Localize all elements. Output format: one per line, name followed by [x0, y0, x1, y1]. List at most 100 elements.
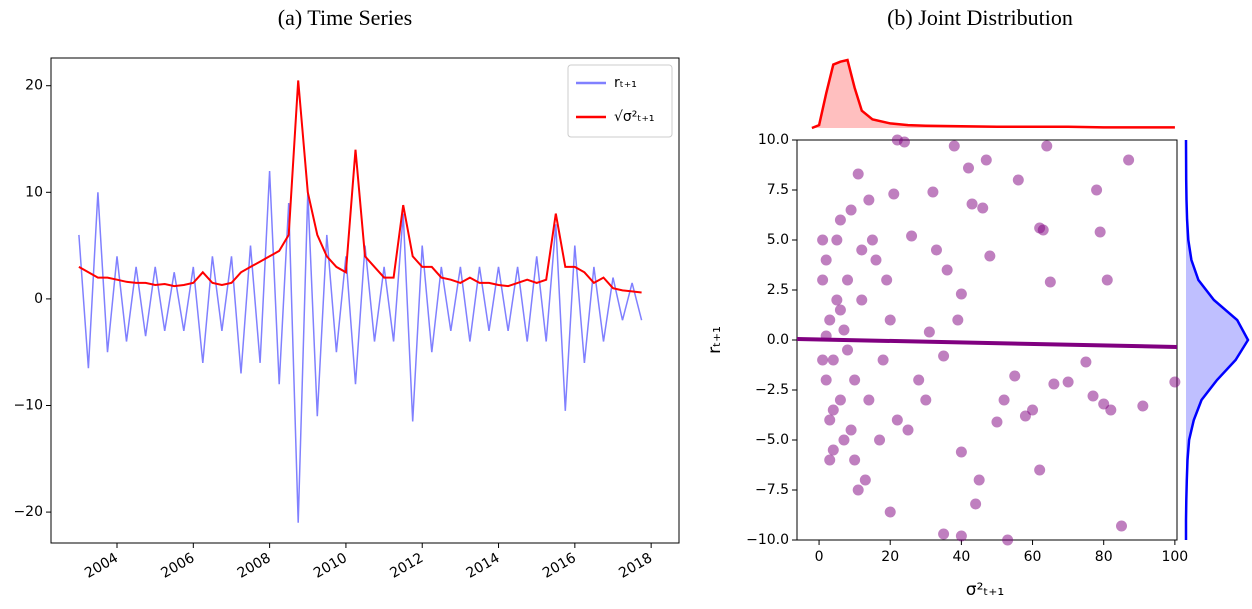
- x-tick-label: 2016: [540, 550, 579, 582]
- scatter-point: [834, 304, 846, 316]
- scatter-point: [1034, 464, 1046, 476]
- scatter-point: [842, 344, 854, 356]
- right-density: [1184, 139, 1250, 540]
- panel-title: (a) Time Series: [278, 5, 412, 30]
- scatter-point: [845, 204, 857, 216]
- y-tick-label: 10.0: [758, 132, 789, 148]
- scatter-point: [891, 414, 903, 426]
- scatter-point: [856, 294, 868, 306]
- scatter-point: [923, 326, 935, 338]
- legend-label: √σ²ₜ₊₁: [614, 109, 655, 125]
- scatter-point: [870, 254, 882, 266]
- plot-frame: [50, 57, 680, 544]
- trend-line: [796, 337, 1178, 349]
- legend-label: rₜ₊₁: [614, 75, 637, 91]
- series-line: [78, 80, 642, 294]
- scatter-point: [831, 294, 843, 306]
- scatter-point: [1048, 378, 1060, 390]
- scatter-point: [1169, 376, 1181, 388]
- scatter-point: [884, 506, 896, 518]
- scatter-point: [831, 234, 843, 246]
- scatter-point: [859, 474, 871, 486]
- scatter-point: [977, 202, 989, 214]
- scatter-point: [1137, 400, 1149, 412]
- scatter-point: [902, 424, 914, 436]
- scatter-point: [824, 314, 836, 326]
- scatter-point: [877, 354, 889, 366]
- scatter-point: [930, 244, 942, 256]
- x-tick-label: 2018: [616, 550, 655, 582]
- y-tick-label: 2.5: [767, 282, 789, 298]
- scatter-point: [920, 394, 932, 406]
- x-tick-label: 2010: [311, 550, 350, 582]
- scatter-point: [955, 288, 967, 300]
- scatter-point: [941, 264, 953, 276]
- scatter-point: [980, 154, 992, 166]
- y-tick-label: 7.5: [767, 182, 789, 198]
- scatter-point: [984, 250, 996, 262]
- y-tick-label: −2.5: [755, 382, 789, 398]
- scatter-point: [1009, 370, 1021, 382]
- scatter-point: [998, 394, 1010, 406]
- scatter-point: [834, 214, 846, 226]
- scatter-point: [1087, 390, 1099, 402]
- scatter-point: [955, 446, 967, 458]
- x-axis-label: σ²ₜ₊₁: [966, 580, 1004, 600]
- scatter-point: [1012, 174, 1024, 186]
- scatter-point: [845, 424, 857, 436]
- y-tick-label: 0.0: [767, 332, 789, 348]
- scatter-point: [1062, 376, 1074, 388]
- x-tick-label: 40: [952, 549, 970, 565]
- scatter-point: [852, 168, 864, 180]
- scatter-point: [866, 234, 878, 246]
- scatter-point: [888, 188, 900, 200]
- y-tick-label: −10.0: [746, 532, 789, 548]
- right-density-fill: [1186, 140, 1248, 540]
- x-tick-label: 2006: [158, 550, 197, 582]
- scatter-point: [1041, 140, 1053, 152]
- scatter-point: [948, 140, 960, 152]
- y-tick-label: 10: [25, 184, 43, 200]
- x-tick-label: 60: [1024, 549, 1042, 565]
- scatter-point: [938, 350, 950, 362]
- scatter-point: [1115, 520, 1127, 532]
- scatter-point: [1101, 274, 1113, 286]
- scatter-point: [824, 454, 836, 466]
- scatter-point: [874, 434, 886, 446]
- panel-title: (b) Joint Distribution: [887, 5, 1073, 30]
- scatter-point: [1123, 154, 1135, 166]
- scatter-point: [906, 230, 918, 242]
- scatter-point: [955, 530, 967, 542]
- x-tick-label: 2014: [464, 550, 503, 582]
- scatter-point: [827, 404, 839, 416]
- scatter-point: [884, 314, 896, 326]
- scatter-point: [838, 434, 850, 446]
- scatter-point: [817, 274, 829, 286]
- x-tick-label: 2004: [82, 550, 121, 582]
- scatter-point: [842, 274, 854, 286]
- y-axis-label: rₜ₊₁: [705, 326, 725, 354]
- scatter-point: [1094, 226, 1106, 238]
- scatter-point: [849, 374, 861, 386]
- scatter-point: [913, 374, 925, 386]
- scatter-point: [817, 234, 829, 246]
- y-tick-label: −10: [13, 397, 43, 413]
- scatter-point: [820, 374, 832, 386]
- scatter-point: [834, 394, 846, 406]
- top-density: [811, 58, 1175, 130]
- scatter-point: [938, 528, 950, 540]
- scatter-point: [856, 244, 868, 256]
- scatter-point: [817, 354, 829, 366]
- scatter-point: [952, 314, 964, 326]
- scatter-point: [927, 186, 939, 198]
- y-tick-label: 20: [25, 78, 43, 94]
- scatter-point: [1027, 404, 1039, 416]
- y-tick-label: −20: [13, 504, 43, 520]
- x-tick-label: 20: [881, 549, 899, 565]
- series-line: [78, 170, 643, 523]
- scatter-point: [881, 274, 893, 286]
- scatter-point: [1002, 534, 1014, 546]
- scatter-point: [991, 416, 1003, 428]
- scatter-point: [1037, 224, 1049, 236]
